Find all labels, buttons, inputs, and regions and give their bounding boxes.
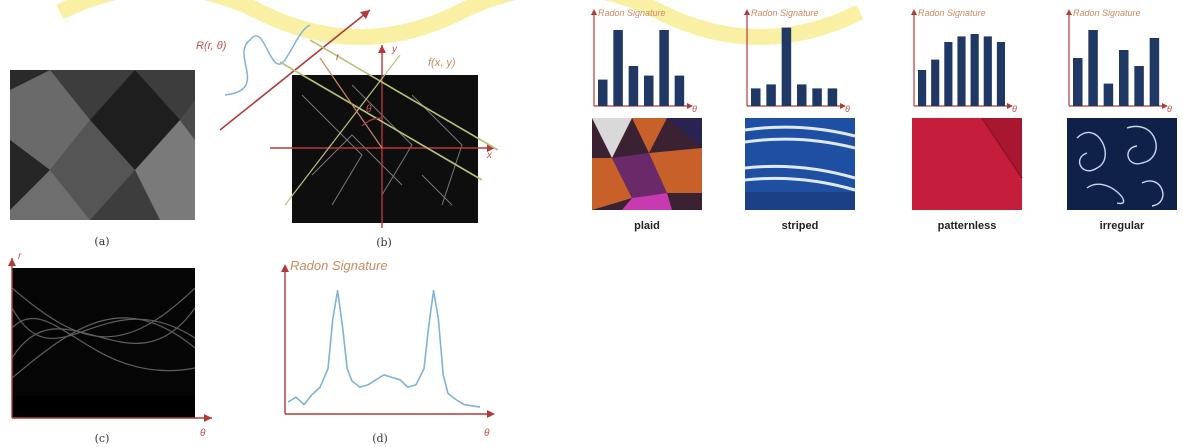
bar-chart-title: Radon Signature [751, 8, 819, 18]
texture-swatch-irregular [1067, 118, 1177, 210]
radon-geometry-diagram [219, 9, 499, 228]
bar-chart-striped [744, 9, 846, 109]
bar-4 [957, 36, 966, 106]
bar-3 [1103, 83, 1114, 106]
bar-chart-theta-label: θ [845, 104, 850, 114]
bar-5 [1134, 66, 1144, 106]
bar-3 [944, 42, 953, 106]
bar-1 [598, 79, 608, 106]
bar-1 [918, 70, 927, 106]
bar-5 [970, 34, 979, 106]
panel-c-sinogram [12, 268, 195, 418]
bar-5 [659, 30, 669, 106]
texture-label-patternless: patternless [937, 220, 997, 232]
sinogram-axes [8, 258, 212, 422]
bar-2 [1088, 30, 1098, 106]
caption-b: (b) [376, 236, 392, 249]
bar-2 [931, 59, 940, 106]
bar-2 [766, 84, 776, 106]
texture-swatch-plaid [592, 118, 702, 210]
panel-a-image [10, 70, 195, 220]
caption-a: (a) [94, 235, 110, 248]
bar-chart-theta-label: θ [1012, 104, 1017, 114]
label-y-axis: y [392, 44, 397, 55]
bar-6 [1149, 38, 1160, 106]
sinogram-theta-label: θ [200, 428, 206, 439]
bar-chart-title: Radon Signature [1073, 8, 1141, 18]
bar-6 [674, 75, 685, 106]
texture-swatch-patternless [912, 117, 1023, 210]
bar-3 [628, 66, 639, 106]
panel-b-image [292, 75, 478, 223]
bar-chart-plaid [591, 9, 693, 109]
label-r-segment: r [336, 52, 340, 63]
label-theta-angle: θ [366, 104, 372, 115]
bar-7 [996, 42, 1006, 106]
bar-chart-theta-label: θ [692, 104, 697, 114]
bar-chart-patternless [911, 9, 1013, 109]
line-chart-title: Radon Signature [290, 258, 388, 273]
label-radon-transform: R(r, θ) [196, 40, 227, 52]
bar-chart-theta-label: θ [1167, 104, 1172, 114]
texture-label-irregular: irregular [1099, 220, 1145, 232]
label-x-axis: x [487, 150, 492, 161]
line-chart-theta-label: θ [484, 428, 490, 439]
bar-4 [797, 84, 807, 106]
bar-6 [827, 88, 838, 106]
watermark-decoration [56, 0, 864, 45]
bar-1 [1073, 58, 1083, 106]
radon-signature-curve [287, 289, 481, 408]
bar-chart-irregular [1066, 9, 1168, 109]
texture-label-striped: striped [781, 220, 819, 232]
bar-5 [812, 88, 822, 106]
texture-label-plaid: plaid [634, 220, 660, 232]
texture-swatch-striped [744, 118, 856, 210]
label-function: f(x, y) [428, 57, 456, 69]
bar-1 [751, 88, 761, 106]
caption-d: (d) [372, 432, 388, 445]
caption-c: (c) [94, 432, 110, 445]
bar-4 [1119, 50, 1129, 106]
bar-chart-title: Radon Signature [918, 8, 986, 18]
sinogram-r-label: r [18, 251, 22, 262]
bar-6 [983, 36, 992, 106]
bar-4 [644, 75, 654, 106]
bar-3 [781, 27, 792, 107]
bar-chart-title: Radon Signature [598, 8, 666, 18]
bar-2 [613, 30, 623, 106]
radon-signature-line-chart [281, 264, 495, 418]
